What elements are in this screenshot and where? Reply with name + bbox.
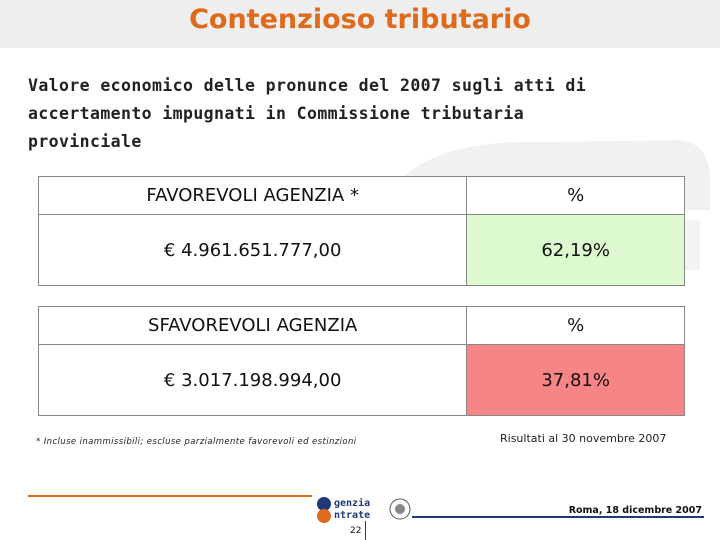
title-bar	[0, 0, 720, 48]
favorable-table: FAVOREVOLI AGENZIA * % € 4.961.651.777,0…	[37, 176, 685, 286]
favorable-header: FAVOREVOLI AGENZIA *	[37, 176, 468, 215]
slide-subtitle: Valore economico delle pronunce del 2007…	[28, 72, 678, 156]
footnote: * Incluse inammissibili; escluse parzial…	[36, 437, 357, 447]
logo-text-top: genzia	[334, 498, 371, 509]
agenzia-entrate-logo	[317, 497, 411, 523]
favorable-pct-header: %	[466, 176, 685, 215]
favorable-percentage: 62,19%	[466, 214, 685, 286]
unfavorable-pct-header: %	[466, 306, 685, 345]
page-divider	[365, 521, 366, 540]
unfavorable-percentage: 37,81%	[466, 344, 685, 416]
footer-divider-left	[28, 495, 312, 497]
subtitle-line: provinciale	[28, 132, 142, 151]
results-date: Risultati al 30 novembre 2007	[500, 432, 667, 445]
favorable-amount: € 4.961.651.777,00	[37, 214, 468, 286]
page-number: 22	[350, 526, 362, 536]
unfavorable-header: SFAVOREVOLI AGENZIA	[37, 306, 468, 345]
footer-divider-right	[412, 516, 704, 518]
subtitle-line: Valore economico delle pronunce del 2007…	[28, 76, 587, 95]
logo-text-bottom: ntrate	[334, 510, 371, 521]
unfavorable-amount: € 3.017.198.994,00	[37, 344, 468, 416]
subtitle-line: accertamento impugnati in Commissione tr…	[28, 104, 525, 123]
footer-date: Roma, 18 dicembre 2007	[568, 505, 702, 516]
slide-title: Contenzioso tributario	[189, 4, 531, 35]
unfavorable-table: SFAVOREVOLI AGENZIA % € 3.017.198.994,00…	[37, 306, 685, 416]
